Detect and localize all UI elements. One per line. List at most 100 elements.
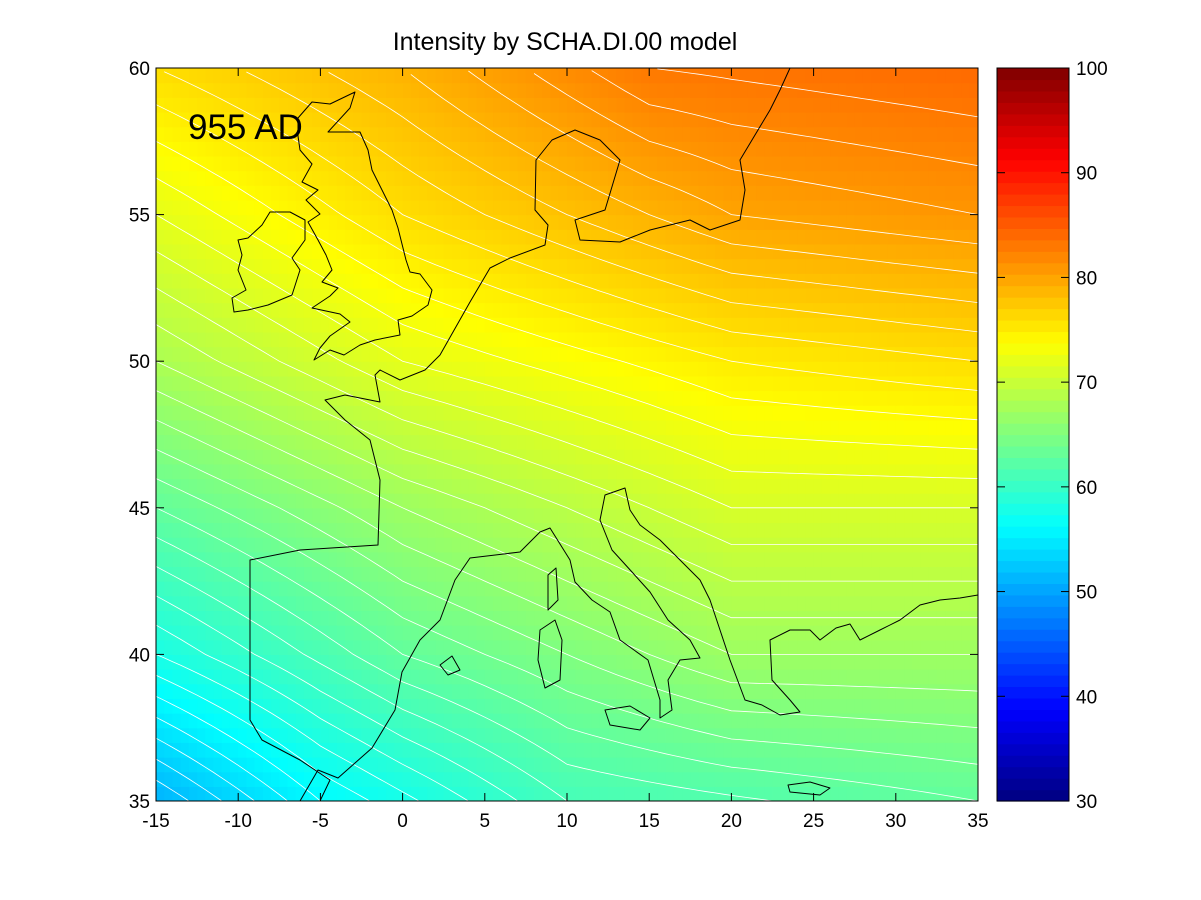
heat-cell [969, 82, 978, 98]
heat-cell [353, 551, 363, 568]
heat-cell [156, 625, 165, 641]
heat-cell [657, 82, 667, 98]
heat-cell [821, 434, 831, 450]
heat-cell [525, 757, 535, 773]
heat-cell [451, 155, 461, 172]
heat-cell [353, 258, 363, 274]
heat-cell [682, 478, 691, 494]
heat-cell [838, 669, 848, 685]
heat-cell [468, 625, 478, 641]
heat-cell [953, 317, 963, 333]
heat-cell [509, 713, 519, 729]
heat-cell [599, 375, 609, 392]
heat-cell [756, 273, 765, 289]
heat-cell [904, 669, 913, 685]
heat-cell [271, 199, 280, 216]
heat-cell [879, 771, 889, 787]
heat-cell [246, 317, 256, 333]
heat-cell [657, 346, 667, 362]
heat-cell [904, 361, 913, 377]
heat-cell [180, 581, 190, 597]
heat-cell [682, 68, 691, 84]
heat-cell [312, 170, 321, 186]
heat-cell [953, 331, 963, 348]
heat-cell [928, 639, 938, 655]
heat-cell [238, 287, 248, 304]
heat-cell [353, 155, 363, 172]
heat-cell [657, 537, 667, 553]
heat-cell [451, 493, 461, 509]
heat-cell [575, 742, 585, 758]
heat-cell [813, 111, 823, 128]
heat-cell [493, 141, 502, 157]
heat-cell [419, 302, 428, 318]
heat-cell [558, 434, 568, 450]
heat-cell [936, 405, 946, 421]
heat-cell [830, 170, 839, 186]
heat-cell [443, 786, 453, 801]
heat-cell [575, 434, 585, 450]
heat-cell [871, 141, 880, 157]
heat-cell [838, 786, 848, 801]
heat-cell [575, 419, 585, 436]
heat-cell [879, 639, 889, 655]
heat-cell [402, 68, 412, 84]
heat-cell [706, 405, 716, 421]
heat-cell [830, 331, 839, 348]
heat-cell [377, 683, 387, 699]
heat-cell [780, 405, 790, 421]
heat-cell [279, 287, 289, 304]
heat-cell [624, 390, 634, 406]
heat-cell [920, 742, 930, 758]
heat-cell [879, 229, 889, 245]
heat-cell [460, 375, 469, 392]
heat-cell [205, 419, 215, 436]
heat-cell [871, 522, 880, 538]
heat-cell [624, 727, 634, 743]
heat-cell [673, 375, 683, 392]
heat-cell [353, 713, 363, 729]
heat-cell [221, 742, 231, 758]
heat-cell [451, 713, 461, 729]
heat-cell [575, 698, 585, 714]
heat-cell [879, 595, 889, 612]
heat-cell [361, 625, 371, 641]
heat-cell [838, 375, 848, 392]
heat-cell [895, 419, 905, 436]
heat-cell [739, 522, 749, 538]
heat-cell [624, 683, 634, 699]
heat-cell [271, 302, 280, 318]
heat-cell [640, 566, 650, 582]
heat-cell [550, 551, 560, 568]
heat-cell [525, 742, 535, 758]
heat-cell [575, 111, 585, 128]
heat-cell [229, 625, 239, 641]
heat-cell [698, 507, 708, 524]
heat-cell [608, 551, 617, 568]
heat-cell [238, 463, 248, 480]
heat-cell [303, 302, 313, 318]
heat-cell [451, 185, 461, 201]
heat-cell [871, 669, 880, 685]
heat-cell [427, 639, 437, 655]
heat-cell [838, 507, 848, 524]
heat-cell [550, 375, 560, 392]
heat-cell [501, 243, 511, 260]
heat-cell [460, 727, 469, 743]
heat-cell [550, 258, 560, 274]
heat-cell [772, 375, 782, 392]
heat-cell [501, 97, 511, 113]
heat-cell [714, 449, 724, 465]
heat-cell [279, 405, 289, 421]
heat-cell [451, 375, 461, 392]
heat-cell [854, 390, 864, 406]
heat-cell [788, 493, 798, 509]
heat-cell [558, 331, 568, 348]
heat-cell [558, 375, 568, 392]
heat-cell [640, 698, 650, 714]
heat-cell [394, 361, 404, 377]
heat-cell [312, 317, 321, 333]
heat-cell [443, 97, 453, 113]
heat-cell [649, 669, 659, 685]
heat-cell [550, 126, 560, 142]
